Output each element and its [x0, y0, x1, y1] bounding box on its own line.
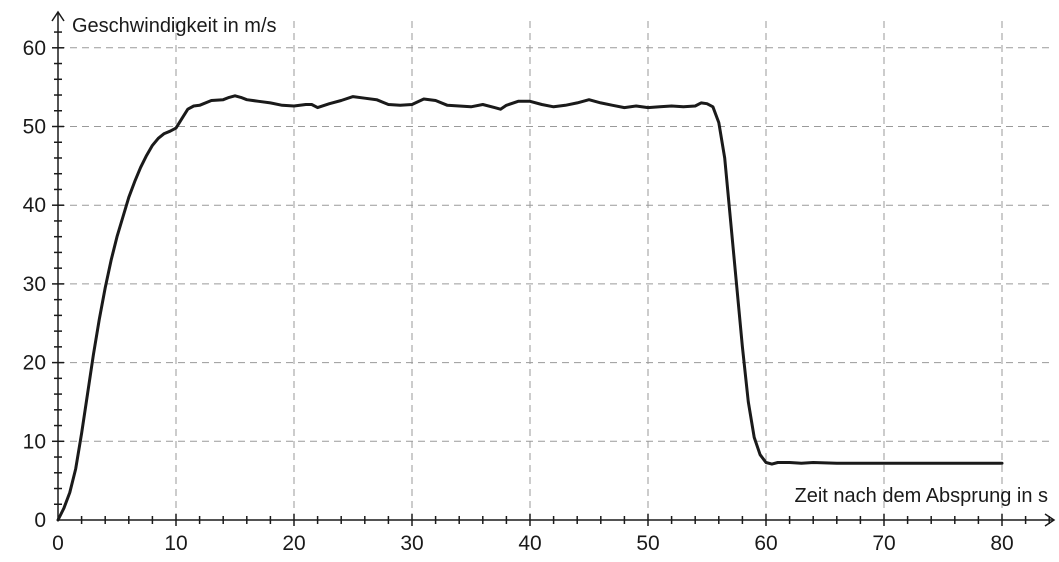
x-axis-label: Zeit nach dem Absprung in s: [795, 485, 1048, 507]
x-tick-label: 70: [872, 532, 895, 555]
tick-labels: 0 10 20 30 40 50 60 70 80 0 10 20 30 40 50 60: [23, 37, 1014, 555]
ticks: [52, 31, 1050, 526]
x-tick-label: 40: [518, 532, 541, 555]
y-tick-label: 50: [23, 116, 46, 139]
x-tick-label: 0: [52, 532, 64, 555]
y-tick-label: 10: [23, 430, 46, 453]
y-tick-label: 60: [23, 37, 46, 60]
y-tick-label: 20: [23, 352, 46, 375]
grid: [58, 18, 1050, 520]
y-axis-label: Geschwindigkeit in m/s: [72, 15, 277, 37]
y-tick-label: 0: [34, 509, 46, 532]
x-tick-label: 30: [400, 532, 423, 555]
axes: [51, 10, 1056, 527]
series-line: [56, 94, 1004, 522]
x-tick-label: 60: [754, 532, 777, 555]
y-tick-label: 30: [23, 273, 46, 296]
x-tick-label: 80: [990, 532, 1013, 555]
x-tick-label: 10: [164, 532, 187, 555]
x-axis-arrow-icon: [1044, 513, 1056, 527]
y-tick-label: 40: [23, 194, 46, 217]
y-axis-arrow-icon: [51, 10, 65, 22]
x-tick-label: 20: [282, 532, 305, 555]
x-tick-label: 50: [636, 532, 659, 555]
